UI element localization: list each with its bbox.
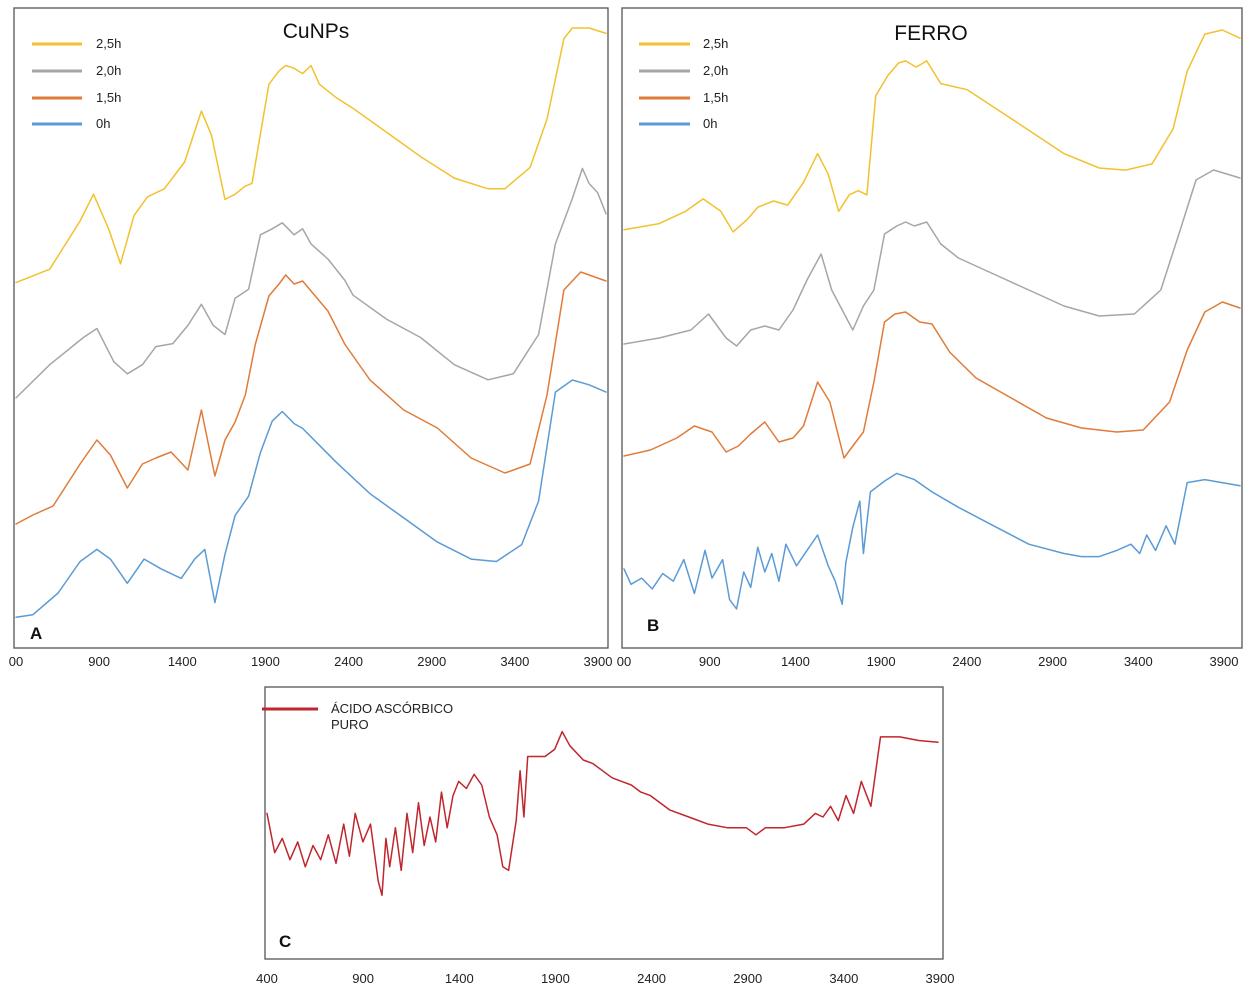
x-tick-label: 00	[9, 654, 23, 669]
x-tick-label: 1900	[251, 654, 280, 669]
x-tick-label: 2400	[952, 654, 981, 669]
x-tick-label: 1400	[445, 971, 474, 986]
panel-a-x-axis: 00 900 1400 1900 2400 2900 3400 3900	[9, 654, 613, 669]
panel-b-legend: 2,5h 2,0h 1,5h 0h	[639, 36, 728, 131]
panel-a-plot	[15, 27, 607, 618]
x-tick-label: 2900	[417, 654, 446, 669]
legend-label: 0h	[96, 116, 110, 131]
panel-c-frame	[264, 686, 944, 960]
x-tick-label: 900	[352, 971, 374, 986]
panel-c-legend: ÁCIDO ASCÓRBICO PURO	[262, 701, 453, 732]
legend-label: 1,5h	[703, 90, 728, 105]
series-line-2-0h	[623, 169, 1241, 347]
panel-c: C ÁCIDO ASCÓRBICO PURO 400 900 1400 1900 2400…	[256, 686, 954, 986]
panel-a-legend: 2,5h 2,0h 1,5h 0h	[32, 36, 121, 131]
x-tick-label: 900	[88, 654, 110, 669]
x-tick-label: 2400	[334, 654, 363, 669]
panel-a: CuNPs A 2,5h 2,0h 1,5h 0h 00 900 1400 1900 2400…	[9, 7, 613, 669]
x-tick-label: 00	[617, 654, 631, 669]
x-tick-label: 3400	[1124, 654, 1153, 669]
panel-b-frame	[621, 7, 1243, 649]
panel-a-letter: A	[30, 624, 42, 643]
legend-label: 2,0h	[96, 63, 121, 78]
x-tick-label: 900	[699, 654, 721, 669]
series-line-2-5h	[623, 29, 1241, 233]
series-line-1-5h	[15, 271, 607, 525]
legend-label: 2,0h	[703, 63, 728, 78]
series-line-2-5h	[15, 27, 607, 284]
x-tick-label: 1900	[541, 971, 570, 986]
x-tick-label: 2900	[1038, 654, 1067, 669]
legend-label: 1,5h	[96, 90, 121, 105]
x-tick-label: 2900	[733, 971, 762, 986]
x-tick-label: 1400	[781, 654, 810, 669]
x-tick-label: 2400	[637, 971, 666, 986]
x-tick-label: 3900	[926, 971, 955, 986]
legend-label: 2,5h	[703, 36, 728, 51]
x-tick-label: 3400	[829, 971, 858, 986]
legend-label: 2,5h	[96, 36, 121, 51]
panel-b-x-axis: 00 900 1400 1900 2400 2900 3400 3900	[617, 654, 1239, 669]
panel-c-x-axis: 400 900 1400 1900 2400 2900 3400 3900	[256, 971, 954, 986]
panel-b-letter: B	[647, 616, 659, 635]
legend-label: 0h	[703, 116, 717, 131]
legend-label: ÁCIDO ASCÓRBICO PURO	[331, 701, 453, 732]
panel-a-frame	[13, 7, 609, 649]
panel-c-letter: C	[279, 932, 291, 951]
x-tick-label: 3400	[500, 654, 529, 669]
series-line--cido-asc-rbico-puro	[266, 730, 939, 897]
x-tick-label: 3900	[1210, 654, 1239, 669]
series-line-2-0h	[15, 167, 607, 399]
panel-c-plot	[266, 730, 939, 897]
series-line-0h	[15, 379, 607, 618]
x-tick-label: 3900	[584, 654, 613, 669]
panel-b: FERRO B 2,5h 2,0h 1,5h 0h 00 900 1400 1900 2400…	[617, 7, 1243, 669]
panel-a-title: CuNPs	[283, 20, 350, 43]
series-line-0h	[623, 472, 1241, 610]
x-tick-label: 1900	[867, 654, 896, 669]
x-tick-label: 400	[256, 971, 278, 986]
panel-b-plot	[623, 29, 1241, 610]
series-line-1-5h	[623, 301, 1241, 459]
panel-b-title: FERRO	[894, 22, 968, 45]
x-tick-label: 1400	[168, 654, 197, 669]
